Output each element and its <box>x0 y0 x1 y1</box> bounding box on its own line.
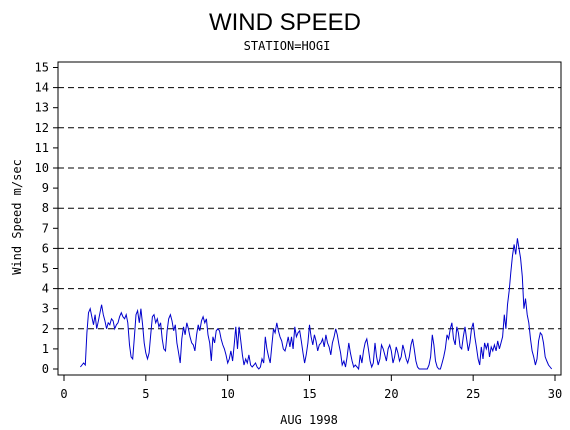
y-tick-label: 12 <box>35 121 49 135</box>
y-tick-label: 14 <box>35 81 49 95</box>
reference-lines <box>58 87 561 330</box>
x-tick-label: 25 <box>466 387 480 401</box>
y-tick-label: 1 <box>42 342 49 356</box>
x-tick-label: 0 <box>60 387 67 401</box>
y-tick-label: 0 <box>42 362 49 376</box>
x-tick-label: 5 <box>142 387 149 401</box>
y-axis-label: Wind Speed m/sec <box>10 159 24 275</box>
x-tick-label: 15 <box>302 387 316 401</box>
y-tick-label: 5 <box>42 262 49 276</box>
x-axis-ticks: 0 5 10 15 20 25 30 <box>60 375 562 401</box>
y-tick-label: 8 <box>42 201 49 215</box>
y-tick-label: 9 <box>42 181 49 195</box>
y-tick-label: 15 <box>35 61 49 75</box>
x-axis-label: AUG 1998 <box>280 413 338 427</box>
y-tick-label: 7 <box>42 221 49 235</box>
chart-subtitle: STATION=HOGI <box>244 39 331 53</box>
y-tick-label: 11 <box>35 141 49 155</box>
chart-title: WIND SPEED <box>209 9 361 36</box>
y-tick-label: 6 <box>42 241 49 255</box>
y-tick-label: 10 <box>35 161 49 175</box>
wind-speed-series-line <box>80 238 553 371</box>
y-tick-label: 2 <box>42 322 49 336</box>
x-tick-label: 10 <box>220 387 234 401</box>
x-tick-label: 30 <box>548 387 562 401</box>
y-tick-label: 3 <box>42 302 49 316</box>
y-tick-label: 13 <box>35 101 49 115</box>
y-tick-label: 4 <box>42 282 49 296</box>
x-tick-label: 20 <box>384 387 398 401</box>
